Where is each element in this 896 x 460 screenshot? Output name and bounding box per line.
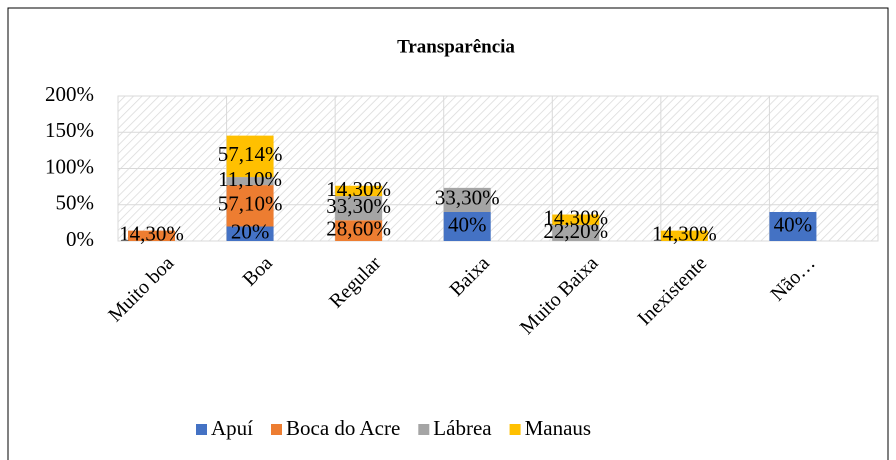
legend-label: Lábrea xyxy=(433,416,492,440)
bar-segment xyxy=(335,220,383,241)
bar-segment xyxy=(128,230,175,241)
data-label: 33,30% xyxy=(326,194,391,218)
data-label: 14,30% xyxy=(326,177,391,201)
legend-swatch xyxy=(418,424,430,435)
data-label: 28,60% xyxy=(326,216,391,240)
data-label: 57,10% xyxy=(218,192,283,216)
data-label: 22,20% xyxy=(543,219,608,243)
y-tick-label: 0% xyxy=(66,227,94,251)
y-tick-label: 100% xyxy=(45,154,94,178)
bar-segment xyxy=(769,212,817,241)
legend-swatch xyxy=(271,424,282,435)
bar-segment xyxy=(443,212,491,241)
y-tick-label: 200% xyxy=(45,82,94,106)
bar-segment xyxy=(552,224,600,241)
bar-segment xyxy=(335,185,383,197)
bar-segment xyxy=(660,230,708,241)
legend-label: Boca do Acre xyxy=(286,416,400,440)
data-label: 40% xyxy=(448,212,487,236)
y-tick-label: 150% xyxy=(45,118,94,142)
bar-segment xyxy=(226,185,274,227)
legend-label: Apuí xyxy=(211,416,253,440)
data-label: 11,10% xyxy=(218,167,282,191)
legend-label: Manaus xyxy=(525,416,592,440)
chart-title: Transparência xyxy=(397,36,515,57)
data-label: 14,30% xyxy=(652,222,717,246)
data-label: 33,30% xyxy=(435,186,500,210)
legend-swatch xyxy=(196,424,207,435)
bar-segment xyxy=(443,187,491,212)
bar-segment xyxy=(226,135,274,178)
data-label: 40% xyxy=(774,212,813,236)
bar-segment xyxy=(226,226,274,241)
bar-segment xyxy=(226,177,274,186)
y-tick-label: 50% xyxy=(56,191,95,215)
data-label: 57,14% xyxy=(218,142,283,166)
bar-segment xyxy=(552,214,600,225)
data-label: 14,30% xyxy=(119,222,184,246)
legend-swatch xyxy=(509,424,521,435)
data-label: 14,30% xyxy=(543,206,608,230)
bar-segment xyxy=(335,196,383,221)
data-label: 20% xyxy=(231,220,270,244)
